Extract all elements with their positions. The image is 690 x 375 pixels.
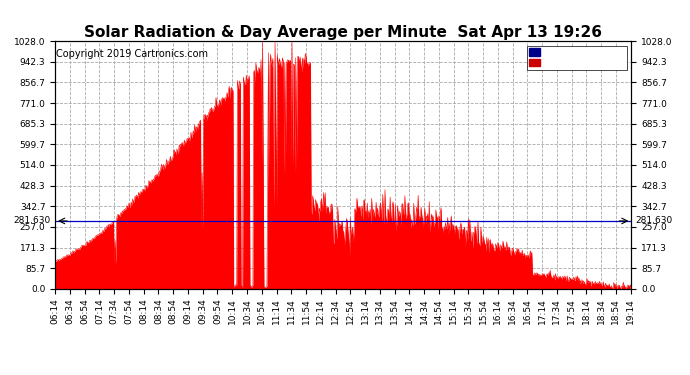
Text: Copyright 2019 Cartronics.com: Copyright 2019 Cartronics.com (57, 49, 208, 58)
Legend: Median (w/m2), Radiation (w/m2): Median (w/m2), Radiation (w/m2) (526, 46, 627, 70)
Text: 281.630: 281.630 (635, 216, 673, 225)
Text: 281.630: 281.630 (14, 216, 51, 225)
Title: Solar Radiation & Day Average per Minute  Sat Apr 13 19:26: Solar Radiation & Day Average per Minute… (84, 25, 602, 40)
